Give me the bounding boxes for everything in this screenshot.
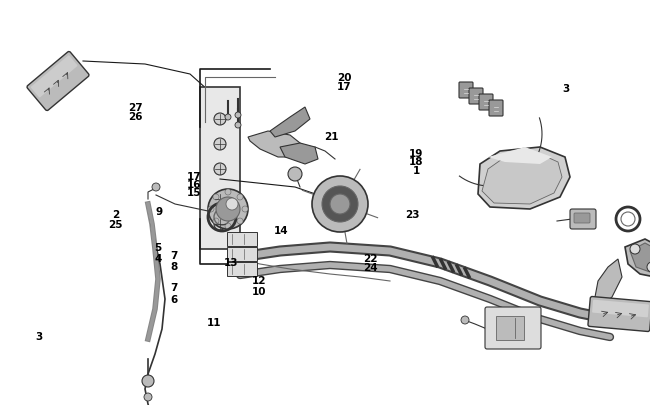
Text: 12: 12 bbox=[252, 275, 266, 285]
Circle shape bbox=[213, 218, 219, 224]
Text: 20: 20 bbox=[337, 73, 352, 83]
FancyBboxPatch shape bbox=[459, 83, 473, 99]
Circle shape bbox=[142, 375, 154, 387]
Circle shape bbox=[225, 115, 231, 121]
FancyBboxPatch shape bbox=[227, 232, 257, 246]
Text: 2: 2 bbox=[112, 210, 120, 220]
Circle shape bbox=[322, 187, 358, 222]
Text: 10: 10 bbox=[252, 286, 266, 296]
Polygon shape bbox=[478, 148, 570, 209]
Text: 11: 11 bbox=[207, 318, 222, 327]
Text: 23: 23 bbox=[406, 210, 420, 220]
FancyBboxPatch shape bbox=[479, 95, 493, 111]
Text: 9: 9 bbox=[156, 207, 162, 216]
Text: 25: 25 bbox=[109, 220, 123, 230]
Text: 7: 7 bbox=[170, 283, 178, 292]
Circle shape bbox=[216, 198, 240, 222]
Circle shape bbox=[237, 194, 243, 200]
FancyBboxPatch shape bbox=[27, 52, 89, 111]
Text: 6: 6 bbox=[170, 295, 178, 305]
Polygon shape bbox=[270, 108, 310, 138]
FancyBboxPatch shape bbox=[489, 101, 503, 117]
Circle shape bbox=[461, 316, 469, 324]
Circle shape bbox=[208, 207, 214, 213]
Text: 18: 18 bbox=[409, 157, 423, 167]
Text: 8: 8 bbox=[170, 262, 178, 271]
Circle shape bbox=[330, 194, 350, 215]
Text: 17: 17 bbox=[337, 82, 352, 92]
FancyBboxPatch shape bbox=[469, 89, 483, 105]
Circle shape bbox=[235, 123, 241, 129]
Circle shape bbox=[214, 218, 226, 230]
Text: 5: 5 bbox=[154, 242, 162, 252]
FancyBboxPatch shape bbox=[31, 56, 77, 98]
Polygon shape bbox=[630, 243, 650, 272]
FancyBboxPatch shape bbox=[496, 316, 524, 340]
Bar bbox=[200, 88, 240, 249]
Text: 26: 26 bbox=[128, 112, 142, 122]
FancyBboxPatch shape bbox=[227, 262, 257, 276]
Polygon shape bbox=[248, 132, 305, 158]
Circle shape bbox=[152, 183, 160, 192]
Text: 16: 16 bbox=[187, 180, 201, 190]
Text: 21: 21 bbox=[324, 132, 339, 142]
Circle shape bbox=[214, 164, 226, 175]
Circle shape bbox=[225, 224, 231, 230]
Circle shape bbox=[213, 194, 219, 200]
Circle shape bbox=[288, 168, 302, 181]
FancyBboxPatch shape bbox=[574, 213, 590, 224]
Text: 3: 3 bbox=[562, 83, 569, 93]
Text: 7: 7 bbox=[170, 250, 178, 260]
Text: 24: 24 bbox=[363, 262, 378, 272]
FancyBboxPatch shape bbox=[592, 300, 649, 318]
FancyBboxPatch shape bbox=[570, 209, 596, 230]
Circle shape bbox=[208, 190, 248, 230]
Circle shape bbox=[242, 207, 248, 213]
Text: 4: 4 bbox=[154, 254, 162, 263]
Polygon shape bbox=[595, 259, 622, 307]
Text: 3: 3 bbox=[35, 331, 43, 341]
Circle shape bbox=[647, 262, 650, 272]
Text: 17: 17 bbox=[187, 172, 201, 181]
Circle shape bbox=[225, 190, 231, 196]
Circle shape bbox=[144, 393, 152, 401]
Circle shape bbox=[214, 139, 226, 151]
Polygon shape bbox=[625, 239, 650, 277]
Text: 15: 15 bbox=[187, 188, 201, 198]
Polygon shape bbox=[280, 144, 318, 164]
Text: 22: 22 bbox=[363, 254, 378, 263]
Text: 27: 27 bbox=[128, 102, 142, 112]
Circle shape bbox=[214, 114, 226, 126]
FancyBboxPatch shape bbox=[485, 307, 541, 349]
Text: 13: 13 bbox=[224, 258, 238, 267]
Polygon shape bbox=[488, 148, 552, 164]
Circle shape bbox=[237, 218, 243, 224]
FancyBboxPatch shape bbox=[588, 297, 650, 332]
Text: 19: 19 bbox=[409, 149, 423, 159]
FancyBboxPatch shape bbox=[227, 247, 257, 261]
Polygon shape bbox=[482, 153, 562, 205]
Text: 1: 1 bbox=[412, 165, 420, 175]
Circle shape bbox=[214, 194, 226, 205]
Circle shape bbox=[312, 177, 368, 232]
Text: 14: 14 bbox=[274, 225, 288, 235]
Circle shape bbox=[235, 113, 241, 119]
Circle shape bbox=[630, 244, 640, 254]
Circle shape bbox=[226, 198, 238, 211]
